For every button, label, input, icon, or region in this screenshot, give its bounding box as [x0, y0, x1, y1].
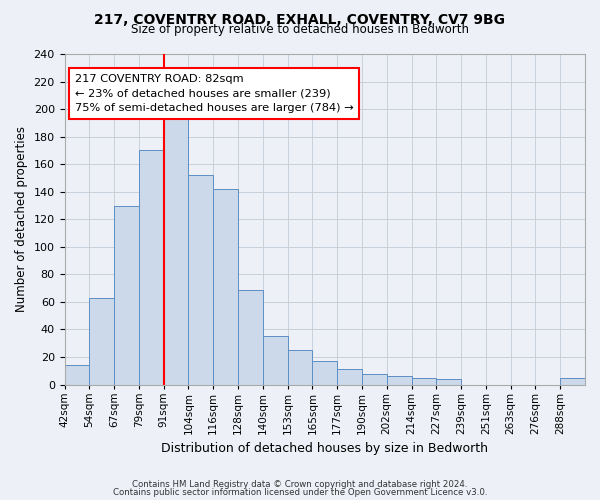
- Text: 217, COVENTRY ROAD, EXHALL, COVENTRY, CV7 9BG: 217, COVENTRY ROAD, EXHALL, COVENTRY, CV…: [95, 12, 505, 26]
- Bar: [164, 112, 188, 384]
- Bar: [139, 150, 164, 384]
- X-axis label: Distribution of detached houses by size in Bedworth: Distribution of detached houses by size …: [161, 442, 488, 455]
- Bar: [263, 336, 287, 384]
- Bar: [412, 378, 436, 384]
- Bar: [114, 206, 139, 384]
- Text: Contains HM Land Registry data © Crown copyright and database right 2024.: Contains HM Land Registry data © Crown c…: [132, 480, 468, 489]
- Y-axis label: Number of detached properties: Number of detached properties: [15, 126, 28, 312]
- Text: Size of property relative to detached houses in Bedworth: Size of property relative to detached ho…: [131, 22, 469, 36]
- Bar: [65, 366, 89, 384]
- Bar: [238, 290, 263, 384]
- Text: 217 COVENTRY ROAD: 82sqm
← 23% of detached houses are smaller (239)
75% of semi-: 217 COVENTRY ROAD: 82sqm ← 23% of detach…: [75, 74, 353, 114]
- Bar: [89, 298, 114, 384]
- Text: Contains public sector information licensed under the Open Government Licence v3: Contains public sector information licen…: [113, 488, 487, 497]
- Bar: [560, 378, 585, 384]
- Bar: [436, 379, 461, 384]
- Bar: [387, 376, 412, 384]
- Bar: [313, 361, 337, 384]
- Bar: [213, 189, 238, 384]
- Bar: [337, 370, 362, 384]
- Bar: [188, 175, 213, 384]
- Bar: [287, 350, 313, 384]
- Bar: [362, 374, 387, 384]
